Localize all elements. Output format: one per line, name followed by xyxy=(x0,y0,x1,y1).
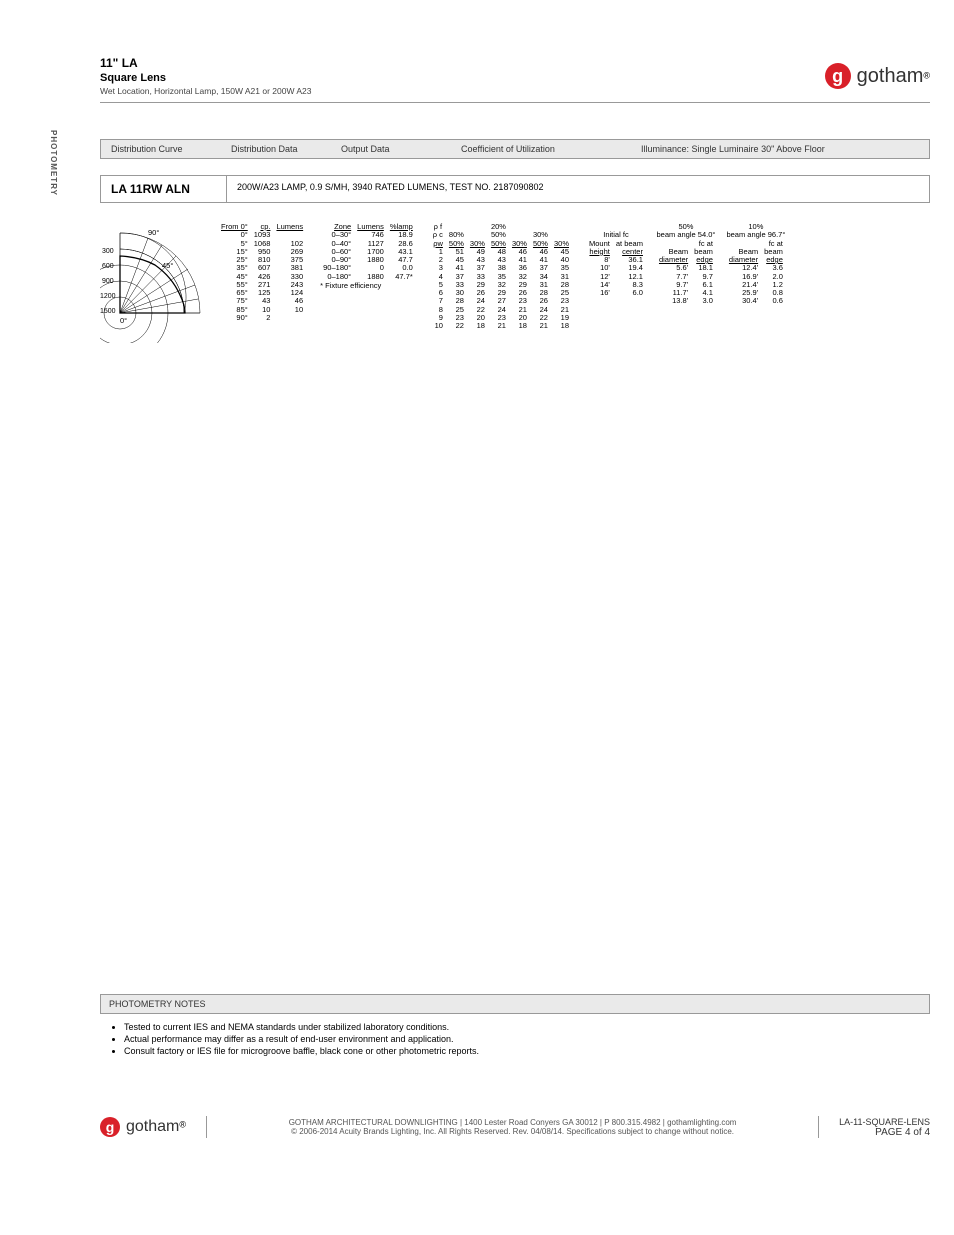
notes-item: Consult factory or IES file for microgro… xyxy=(124,1046,930,1056)
logo-icon: g xyxy=(825,63,851,89)
svg-text:900: 900 xyxy=(102,278,114,285)
svg-text:0°: 0° xyxy=(120,316,127,325)
title-product: Square Lens xyxy=(100,72,312,84)
logo-registered: ® xyxy=(923,70,930,80)
footer-logo-icon: g xyxy=(100,1117,120,1137)
side-tab-photometry: PHOTOMETRY xyxy=(49,130,58,196)
brand-logo: g gotham® xyxy=(825,56,930,96)
colhead-dist-data: Distribution Data xyxy=(221,140,331,158)
footer-docid: LA-11-SQUARE-LENS xyxy=(839,1117,930,1127)
output-footnote: * Fixture efficiency xyxy=(320,282,416,290)
subtitle: Wet Location, Horizontal Lamp, 150W A21 … xyxy=(100,86,312,96)
colhead-illum: Illuminance: Single Luminaire 30" Above … xyxy=(631,140,929,158)
page-header: 11" LA Square Lens Wet Location, Horizon… xyxy=(100,56,930,103)
colhead-dist-curve: Distribution Curve xyxy=(101,140,221,158)
illum-block: Initial fc Mountat beamheightcenter8'36.… xyxy=(586,223,786,343)
illum-mount: Initial fc Mountat beamheightcenter8'36.… xyxy=(586,223,646,343)
dist-data-table: From 0°cp.Lumens0°10935°106810215°950269… xyxy=(218,223,306,343)
model-row: LA 11RW ALN 200W/A23 LAMP, 0.9 S/MH, 394… xyxy=(100,175,930,203)
logo-text: gotham xyxy=(857,65,924,87)
output-data-table: ZoneLumens%lamp0–30°74618.90–40°112728.6… xyxy=(320,223,416,343)
page-footer: g gotham® GOTHAM ARCHITECTURAL DOWNLIGHT… xyxy=(100,1116,930,1138)
footer-right: LA-11-SQUARE-LENS PAGE 4 of 4 xyxy=(839,1117,930,1138)
colhead-cu: Coefficient of Utilization xyxy=(451,140,631,158)
notes-item: Tested to current IES and NEMA standards… xyxy=(124,1022,930,1032)
svg-text:90°: 90° xyxy=(148,228,159,237)
illum-50: 50% beam angle 54.0° fc atBeambeamdiamet… xyxy=(656,223,716,343)
notes-heading: PHOTOMETRY NOTES xyxy=(100,994,930,1014)
notes-list: Tested to current IES and NEMA standards… xyxy=(100,1022,930,1056)
footer-center: GOTHAM ARCHITECTURAL DOWNLIGHTING | 1400… xyxy=(206,1116,819,1138)
svg-text:1500: 1500 xyxy=(100,308,116,315)
footer-line1: GOTHAM ARCHITECTURAL DOWNLIGHTING | 1400… xyxy=(217,1118,808,1127)
model-label: LA 11RW ALN xyxy=(101,176,227,202)
footer-logo-text: gotham xyxy=(126,1118,179,1135)
footer-logo: g gotham® xyxy=(100,1117,186,1137)
polar-chart: 300 600 900 1200 1500 0° 45° 90° xyxy=(100,223,210,343)
footer-line2: © 2006-2014 Acuity Brands Lighting, Inc.… xyxy=(217,1127,808,1136)
footer-page: PAGE 4 of 4 xyxy=(839,1127,930,1138)
notes-item: Actual performance may differ as a resul… xyxy=(124,1034,930,1044)
model-desc: 200W/A23 LAMP, 0.9 S/MH, 3940 RATED LUME… xyxy=(227,176,929,202)
svg-text:1200: 1200 xyxy=(100,293,116,300)
title-size: 11" LA xyxy=(100,56,312,70)
cu-table: ρ f20%ρ c80%50%30%ρw50%30%50%30%50%30%15… xyxy=(430,223,572,343)
svg-text:300: 300 xyxy=(102,248,114,255)
data-area: 300 600 900 1200 1500 0° 45° 90° From 0°… xyxy=(100,223,930,343)
colhead-output-data: Output Data xyxy=(331,140,451,158)
notes-section: PHOTOMETRY NOTES Tested to current IES a… xyxy=(100,994,930,1058)
illum-10: 10% beam angle 96.7° fc atBeambeamdiamet… xyxy=(726,223,786,343)
svg-text:45°: 45° xyxy=(162,261,173,270)
svg-text:600: 600 xyxy=(102,263,114,270)
section-headers-bar: Distribution Curve Distribution Data Out… xyxy=(100,139,930,159)
